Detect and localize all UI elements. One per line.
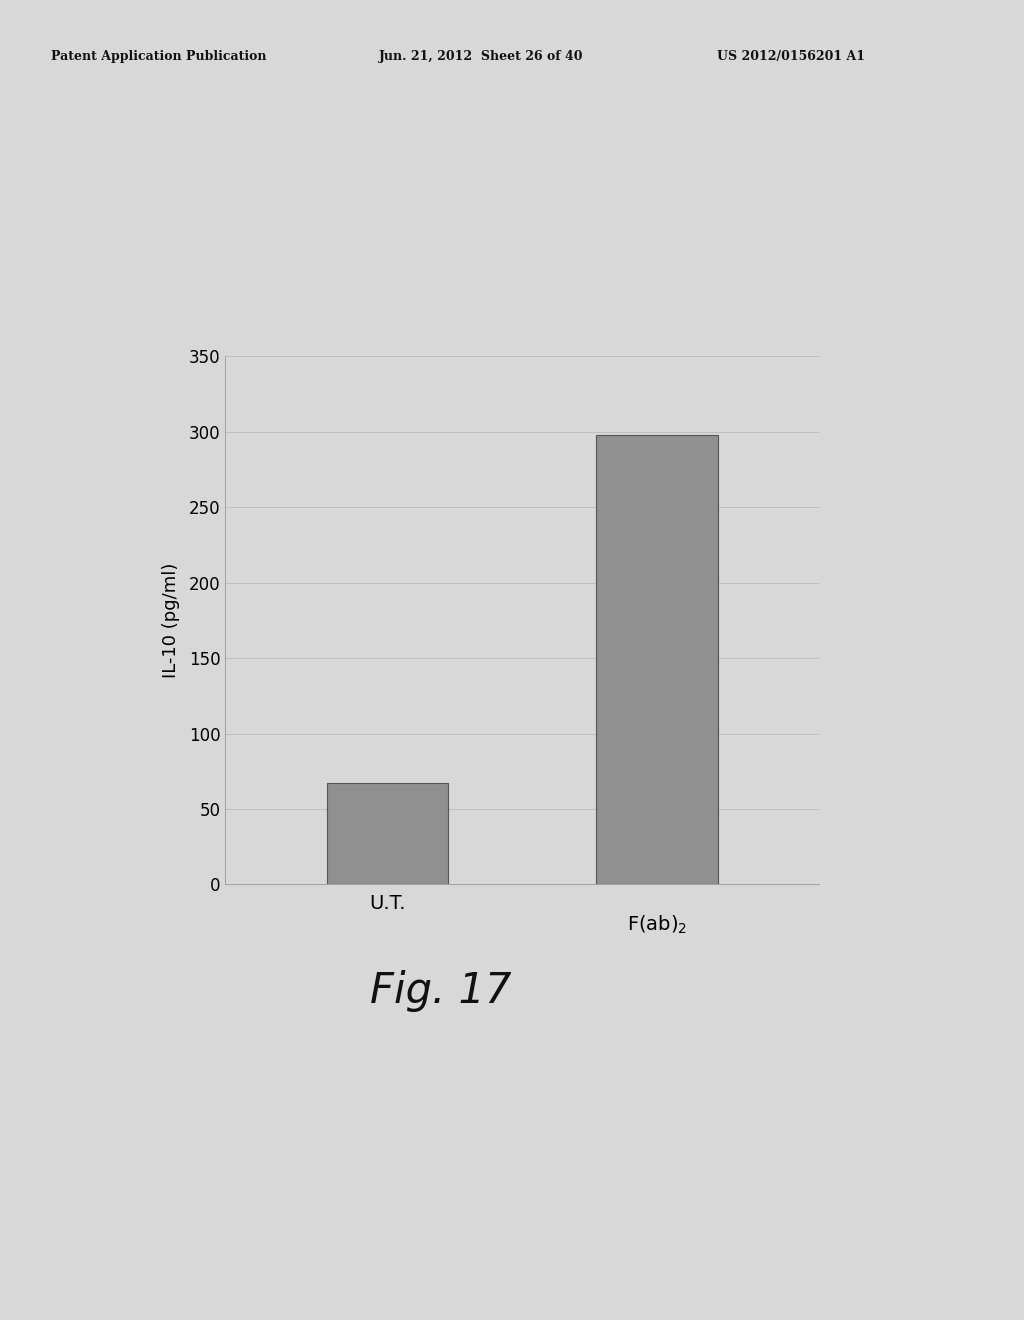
Y-axis label: IL-10 (pg/ml): IL-10 (pg/ml) — [163, 562, 180, 678]
Text: Fig. 17: Fig. 17 — [370, 970, 511, 1012]
Text: US 2012/0156201 A1: US 2012/0156201 A1 — [717, 50, 865, 63]
Text: Jun. 21, 2012  Sheet 26 of 40: Jun. 21, 2012 Sheet 26 of 40 — [379, 50, 584, 63]
Text: $\mathregular{F(ab)_2}$: $\mathregular{F(ab)_2}$ — [627, 913, 687, 936]
Bar — [327, 783, 449, 884]
Bar — [596, 434, 718, 884]
Text: Patent Application Publication: Patent Application Publication — [51, 50, 266, 63]
